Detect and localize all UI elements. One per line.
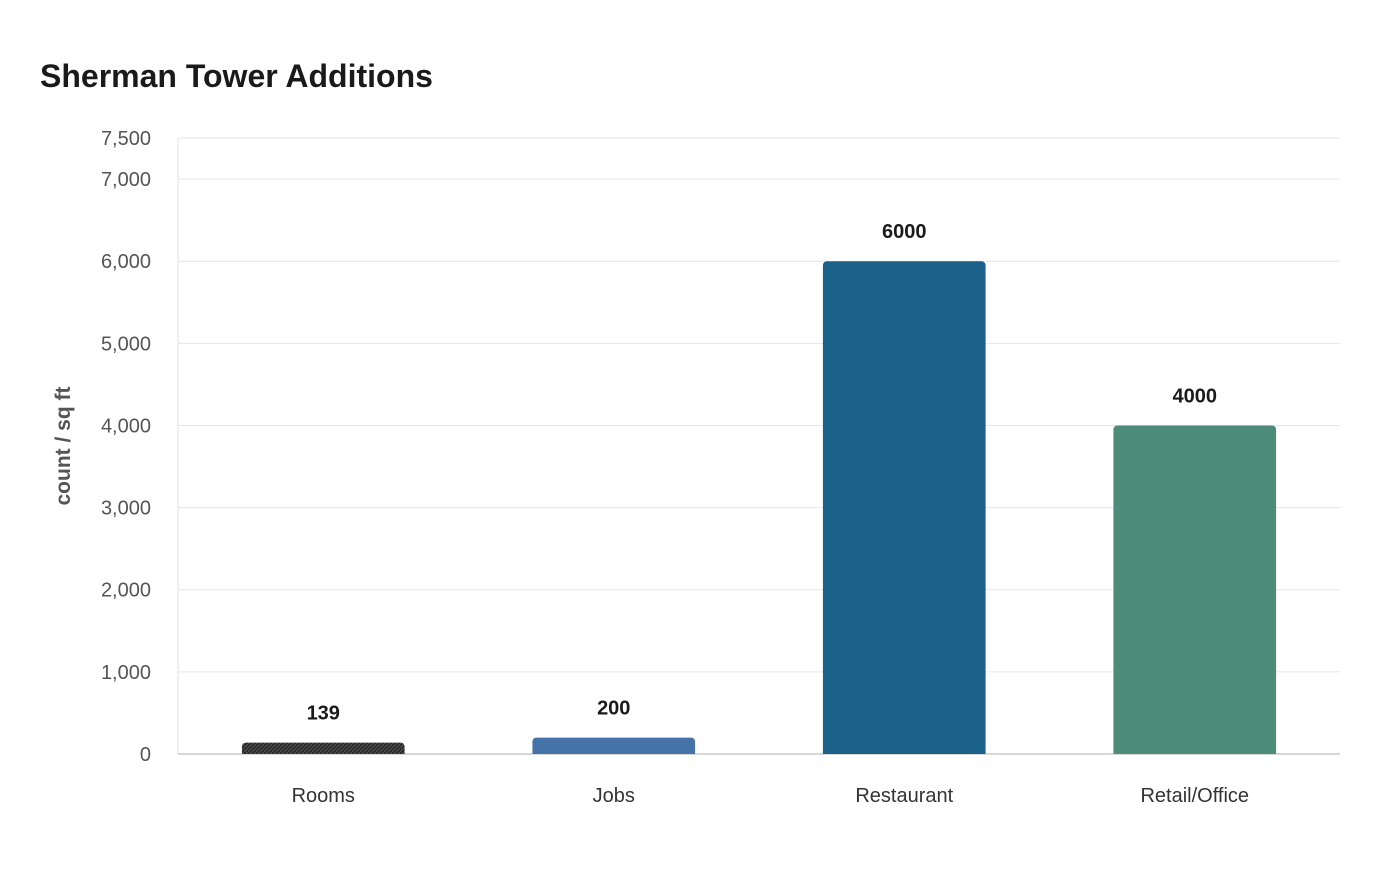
bar-base [1113, 750, 1277, 754]
y-axis-title: count / sq ft [52, 387, 75, 506]
x-tick-label: Jobs [593, 785, 635, 807]
x-tick-label: Restaurant [855, 785, 953, 807]
data-label: 4000 [1173, 385, 1218, 407]
bar-base [241, 750, 405, 754]
y-tick-label: 7,000 [101, 169, 151, 191]
y-tick-label: 6,000 [101, 251, 151, 273]
data-label: 200 [597, 698, 630, 720]
y-tick-label: 5,000 [101, 333, 151, 355]
y-tick-label: 7,500 [101, 128, 151, 150]
y-tick-label: 1,000 [101, 662, 151, 684]
x-tick-label: Rooms [292, 785, 355, 807]
bar-base [822, 750, 986, 754]
labels: 0 1,000 2,000 3,000 4,000 5,000 6,000 7,000 7,50… [52, 128, 1249, 807]
data-label: 6000 [882, 221, 927, 243]
data-label: 139 [307, 703, 340, 725]
chart-title: Sherman Tower Additions [40, 58, 433, 94]
bar-jobs [532, 737, 696, 754]
bar-retail-office [1113, 425, 1277, 754]
y-tick-label: 4,000 [101, 415, 151, 437]
bars [241, 261, 1277, 754]
gridlines [178, 137, 1340, 673]
bar-restaurant [822, 261, 986, 754]
y-tick-label: 3,000 [101, 498, 151, 520]
bar-base [532, 750, 696, 754]
x-tick-label: Retail/Office [1140, 785, 1249, 807]
y-tick-label: 2,000 [101, 580, 151, 602]
y-tick-label: 0 [140, 744, 151, 766]
